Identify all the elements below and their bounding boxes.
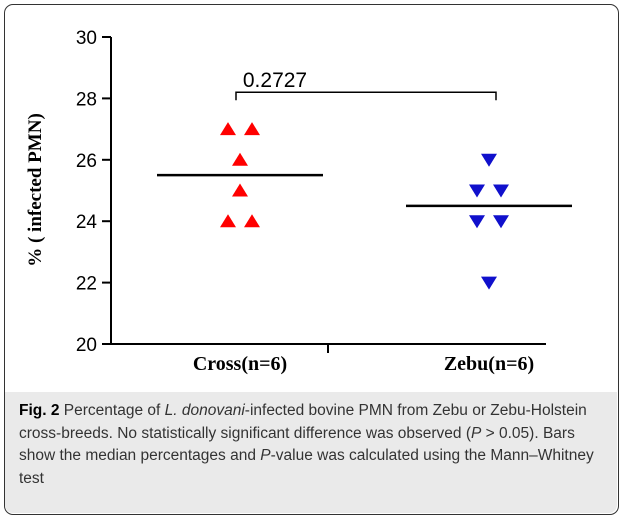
axes [110,37,546,353]
p-value-label: 0.2727 [243,69,307,92]
figure-label: Fig. 2 [19,402,60,419]
caption-text-3: > 0.05). Bars show the median percentage… [19,424,575,465]
y-tick-label: 22 [76,274,97,295]
caption-box: Fig. 2 Percentage of L. donovani-infecte… [5,392,617,513]
y-tick-label: 20 [76,335,97,356]
y-tick-label: 28 [76,89,97,110]
y-ticks: 20 22 24 26 28 30 [76,28,111,356]
chart-area: 20 22 24 26 28 30 % ( infected PMN) Cross(n=6… [4,4,619,392]
caption-text-1: Percentage of [63,402,165,419]
caption-text-2: -infected bovine PMN from Zebu or Zebu-H… [19,402,587,442]
data-point [232,183,248,197]
x-tick-labels: Cross(n=6) Zebu(n=6) [193,353,534,375]
median-bars [157,173,572,208]
data-point [481,276,497,290]
data-point [232,152,248,166]
x-tick-label: Zebu(n=6) [444,353,534,375]
caption-species: L. donovani [164,402,245,419]
data-point [481,153,497,167]
caption-text-4: -value was calculated using the Mann–Whi… [19,447,594,487]
caption-p-symbol-2: P [260,447,271,464]
caption-p-symbol-1: P [471,424,482,442]
significance-bracket [235,91,497,101]
scatter-chart: 20 22 24 26 28 30 % ( infected PMN) Cross(n=6… [25,28,572,375]
data-point [220,122,236,136]
figure-caption: Fig. 2 Percentage of L. donovani-infecte… [19,400,609,490]
data-point [469,215,485,229]
y-tick-label: 24 [76,212,98,233]
y-tick-label: 30 [76,28,97,49]
data-point [220,214,236,228]
x-tick-label: Cross(n=6) [193,353,287,375]
bracket-line [235,91,497,101]
data-point [244,214,260,228]
data-point [493,184,509,198]
data-point [493,215,509,229]
y-axis-label: % ( infected PMN) [25,113,46,267]
data-point [469,184,485,198]
y-tick-label: 26 [76,151,97,172]
data-points [220,122,509,290]
data-point [244,122,260,136]
